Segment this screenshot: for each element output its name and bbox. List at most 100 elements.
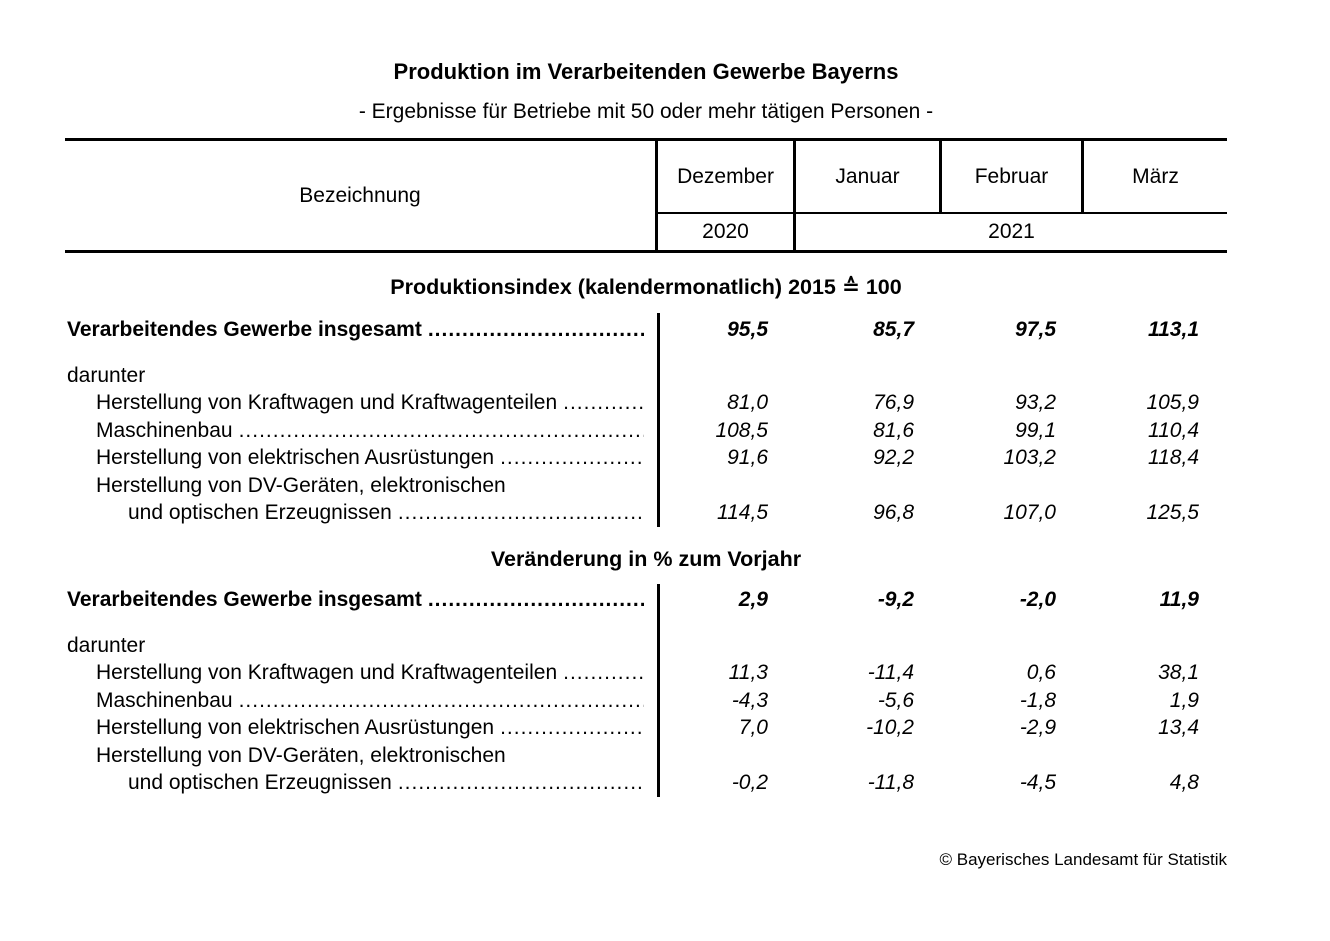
value-cell: -11,8: [867, 771, 914, 795]
value-cell: 81,0: [727, 391, 768, 415]
value-cell: 97,5: [1015, 317, 1056, 341]
row-label: Maschinenbau............................…: [65, 689, 658, 713]
year-header-2021: 2021: [988, 220, 1035, 243]
row-label: darunter: [65, 634, 658, 658]
table-row: darunter: [65, 362, 1227, 389]
dot-leader: ........................................…: [563, 661, 644, 685]
dot-leader: ........................................…: [397, 771, 644, 795]
table-row: Herstellung von elektrischen Ausrüstunge…: [65, 445, 1227, 472]
row-label-text: darunter: [67, 634, 146, 658]
dot-leader: ........................................…: [397, 501, 644, 525]
section-rows-produktionsindex: Verarbeitendes Gewerbe insgesamt........…: [65, 316, 1227, 527]
value-cell: 105,9: [1146, 391, 1199, 415]
column-header-bezeichnung: Bezeichnung: [65, 141, 658, 250]
value-cell: 92,2: [873, 446, 914, 470]
value-cell: -10,2: [866, 716, 914, 740]
value-cell: 13,4: [1158, 716, 1199, 740]
value-cell: -4,3: [731, 688, 768, 712]
column-header-januar: Januar: [796, 141, 942, 214]
row-label: Herstellung von Kraftwagen und Kraftwage…: [65, 661, 658, 685]
value-cell: 93,2: [1015, 391, 1056, 415]
value-cell: -11,4: [867, 661, 914, 685]
value-cell: 95,5: [727, 317, 768, 341]
copyright-notice: © Bayerisches Landesamt für Statistik: [939, 850, 1227, 869]
table-row: Maschinenbau............................…: [65, 687, 1227, 714]
row-label-text: Maschinenbau: [96, 688, 233, 712]
section-title-produktionsindex: Produktionsindex (kalendermonatlich) 201…: [390, 275, 902, 299]
value-cell: 107,0: [1003, 501, 1056, 525]
row-label: Herstellung von Kraftwagen und Kraftwage…: [65, 391, 658, 415]
section-divider-line: [657, 313, 660, 527]
row-label: darunter: [65, 364, 658, 388]
row-label: Herstellung von DV-Geräten, elektronisch…: [65, 474, 658, 498]
value-cell: 85,7: [873, 317, 914, 341]
dot-leader: ........................................…: [427, 317, 644, 341]
row-label-text: Herstellung von Kraftwagen und Kraftwage…: [96, 661, 558, 685]
value-cell: -1,8: [1019, 688, 1056, 712]
row-label-text: Herstellung von elektrischen Ausrüstunge…: [96, 716, 495, 740]
row-label-text: Herstellung von elektrischen Ausrüstunge…: [96, 446, 495, 470]
row-label: und optischen Erzeugnissen..............…: [65, 771, 658, 795]
value-cell: 103,2: [1003, 446, 1056, 470]
row-label: und optischen Erzeugnissen..............…: [65, 501, 658, 525]
value-cell: 114,5: [717, 501, 768, 525]
row-label: Herstellung von elektrischen Ausrüstunge…: [65, 716, 658, 740]
row-label-text: Maschinenbau: [96, 418, 233, 442]
value-cell: -9,2: [877, 587, 914, 611]
row-label: Verarbeitendes Gewerbe insgesamt........…: [65, 318, 658, 342]
dot-leader: ........................................…: [500, 446, 644, 470]
row-label: Herstellung von DV-Geräten, elektronisch…: [65, 744, 658, 768]
table-header: Bezeichnung Dezember Januar Februar März…: [65, 138, 1227, 253]
dot-leader: ........................................…: [500, 716, 644, 740]
value-cell: -2,0: [1019, 587, 1056, 611]
value-cell: 110,4: [1148, 418, 1199, 442]
dot-leader: ........................................…: [238, 418, 644, 442]
value-cell: 113,1: [1148, 317, 1199, 341]
section-divider-line: [657, 584, 660, 797]
section-title-veraenderung: Veränderung in % zum Vorjahr: [490, 547, 802, 571]
value-cell: 96,8: [873, 501, 914, 525]
value-cell: 38,1: [1158, 661, 1199, 685]
value-cell: 81,6: [873, 418, 914, 442]
value-cell: -0,2: [731, 771, 768, 795]
table-row: und optischen Erzeugnissen..............…: [65, 499, 1227, 526]
year-header-2020: 2020: [658, 214, 796, 250]
row-label-text: Herstellung von DV-Geräten, elektronisch…: [96, 473, 506, 497]
table-row: Verarbeitendes Gewerbe insgesamt........…: [65, 586, 1227, 613]
row-label: Herstellung von elektrischen Ausrüstunge…: [65, 446, 658, 470]
value-cell: 1,9: [1169, 688, 1199, 712]
table-row: Maschinenbau............................…: [65, 417, 1227, 444]
value-cell: 11,3: [728, 661, 768, 685]
row-label: Verarbeitendes Gewerbe insgesamt........…: [65, 588, 658, 612]
value-cell: 4,8: [1169, 771, 1199, 795]
row-label-text: Herstellung von DV-Geräten, elektronisch…: [96, 743, 506, 767]
value-cell: -5,6: [877, 688, 914, 712]
dot-leader: ........................................…: [563, 391, 644, 415]
value-cell: 91,6: [727, 446, 768, 470]
row-label-text: und optischen Erzeugnissen: [128, 771, 392, 795]
column-header-dezember: Dezember: [658, 141, 796, 214]
value-cell: 108,5: [715, 418, 768, 442]
value-cell: 2,9: [738, 587, 768, 611]
row-label-text: Verarbeitendes Gewerbe insgesamt: [67, 587, 422, 611]
value-cell: 99,1: [1015, 418, 1056, 442]
value-cell: 0,6: [1026, 661, 1056, 685]
row-label-text: darunter: [67, 364, 146, 388]
row-label-text: Herstellung von Kraftwagen und Kraftwage…: [96, 391, 558, 415]
dot-leader: ........................................…: [238, 688, 644, 712]
value-cell: 76,9: [873, 391, 914, 415]
table-row: darunter: [65, 632, 1227, 659]
value-cell: 125,5: [1146, 501, 1199, 525]
dot-leader: ........................................…: [427, 587, 644, 611]
table-row: Herstellung von Kraftwagen und Kraftwage…: [65, 660, 1227, 687]
value-cell: 11,9: [1159, 587, 1199, 611]
table-row: Verarbeitendes Gewerbe insgesamt........…: [65, 316, 1227, 343]
value-cell: -4,5: [1019, 771, 1056, 795]
row-label-text: Verarbeitendes Gewerbe insgesamt: [67, 317, 422, 341]
value-cell: 7,0: [738, 716, 768, 740]
value-cell: -2,9: [1019, 716, 1056, 740]
table-row: Herstellung von Kraftwagen und Kraftwage…: [65, 390, 1227, 417]
page-title: Produktion im Verarbeitenden Gewerbe Bay…: [393, 59, 899, 84]
page-subtitle: - Ergebnisse für Betriebe mit 50 oder me…: [358, 100, 934, 123]
